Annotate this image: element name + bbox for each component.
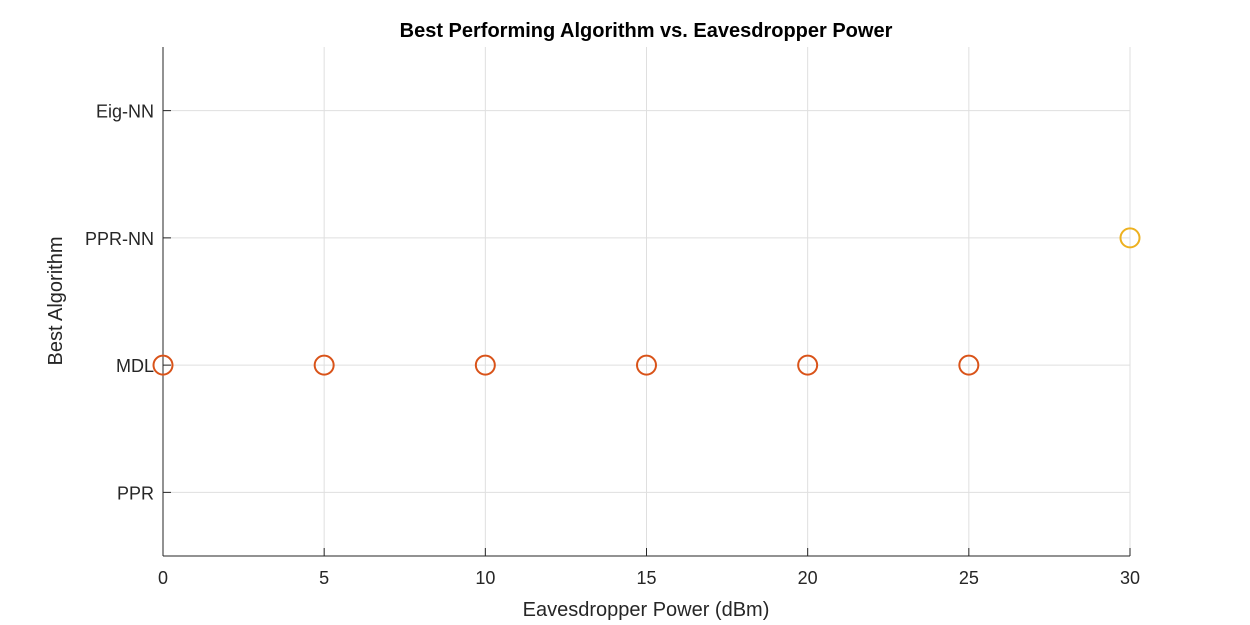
y-axis-label: Best Algorithm — [45, 237, 67, 366]
y-tick-label: PPR — [117, 483, 154, 503]
tick-labels: 0 5 10 15 20 25 30 PPR MDL PPR-NN Eig-NN — [85, 102, 1140, 588]
x-tick-label: 25 — [959, 568, 979, 588]
data-point — [474, 354, 496, 376]
y-tick-label: MDL — [116, 356, 154, 376]
grid-lines — [162, 47, 1131, 556]
data-point — [1119, 227, 1141, 249]
x-tick-label: 10 — [475, 568, 495, 588]
x-tick-label: 30 — [1120, 568, 1140, 588]
chart-title: Best Performing Algorithm vs. Eavesdropp… — [400, 20, 893, 42]
x-tick-label: 0 — [158, 568, 168, 588]
data-point — [152, 354, 174, 376]
data-point — [636, 354, 657, 376]
data-point — [797, 354, 819, 376]
data-point — [313, 354, 335, 376]
data-points — [152, 227, 1141, 376]
x-tick-label: 15 — [636, 568, 656, 588]
x-axis-label: Eavesdropper Power (dBm) — [523, 599, 770, 621]
y-tick-label: PPR-NN — [85, 229, 154, 249]
data-point — [958, 354, 980, 376]
y-tick-label: Eig-NN — [96, 102, 154, 122]
x-tick-label: 5 — [319, 568, 329, 588]
x-tick-label: 20 — [798, 568, 818, 588]
